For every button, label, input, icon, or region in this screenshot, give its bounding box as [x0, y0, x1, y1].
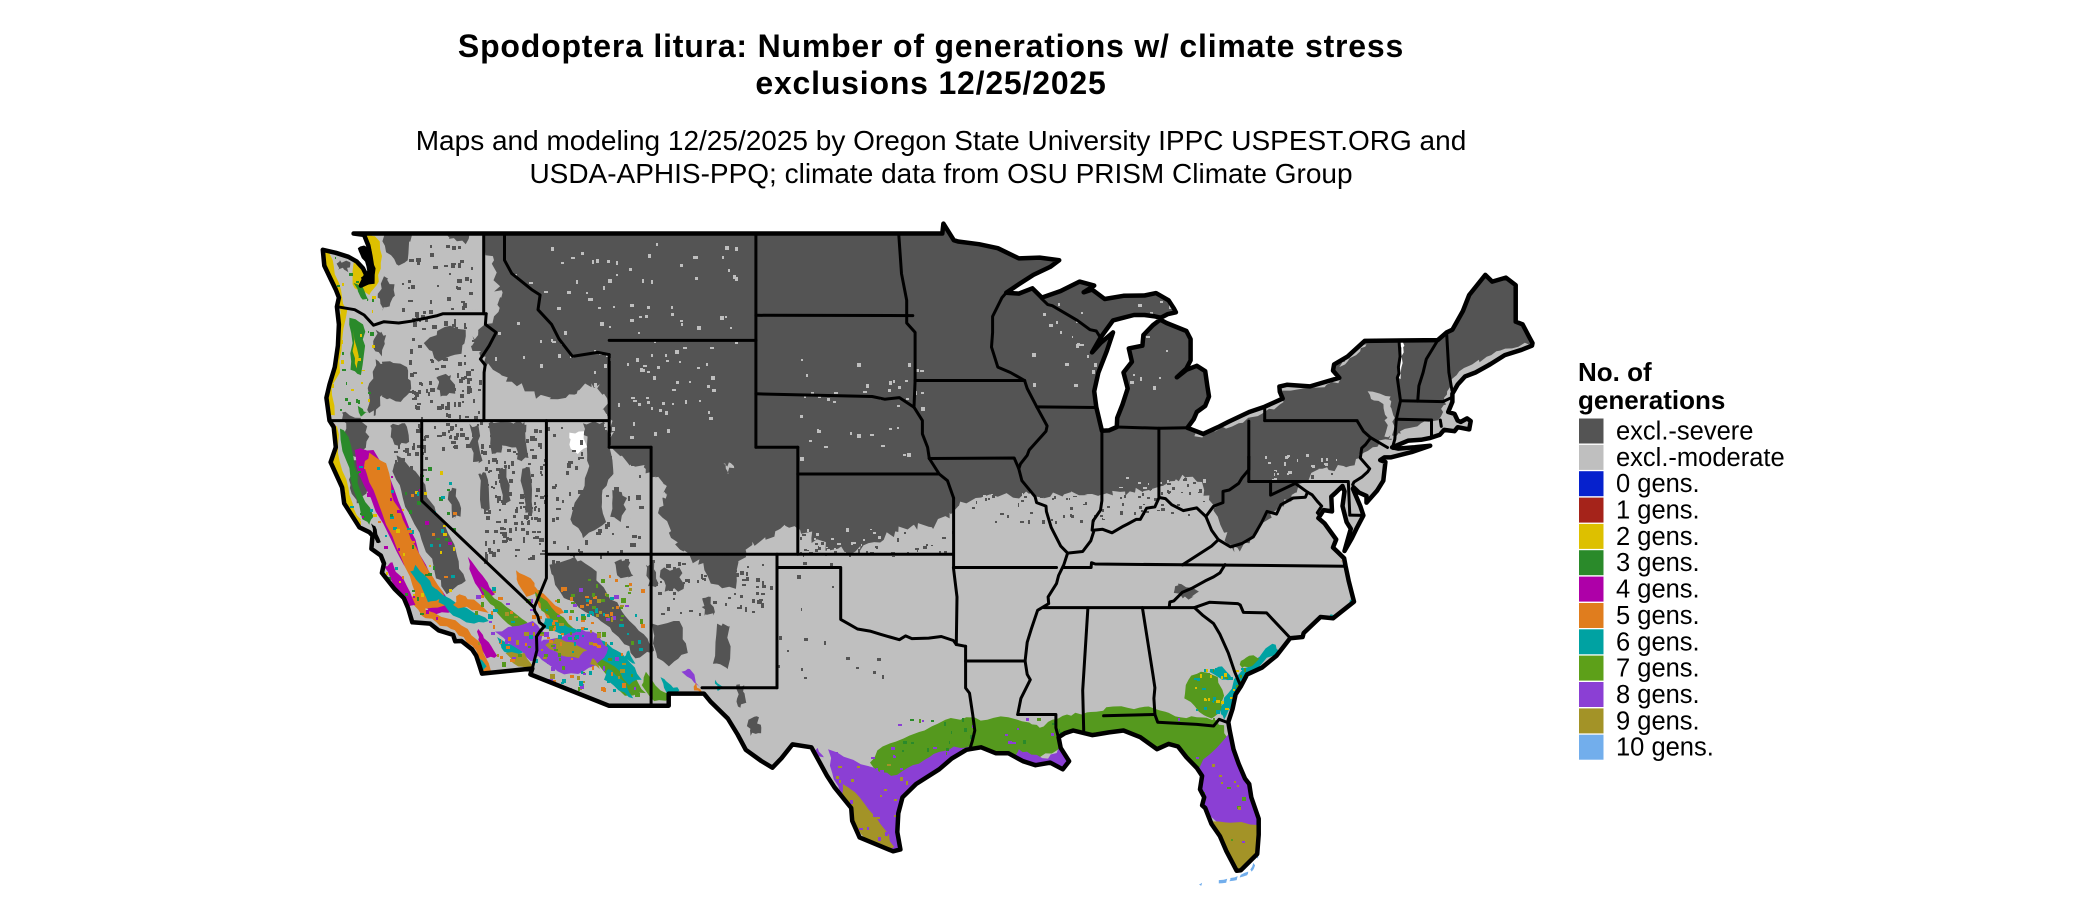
svg-text:5 gens.: 5 gens. [1616, 602, 1700, 630]
svg-text:9 gens.: 9 gens. [1616, 707, 1700, 735]
svg-text:2 gens.: 2 gens. [1616, 523, 1700, 551]
svg-text:USDA-APHIS-PPQ; climate data f: USDA-APHIS-PPQ; climate data from OSU PR… [529, 158, 1352, 189]
svg-text:4 gens.: 4 gens. [1616, 576, 1700, 604]
svg-text:No. of: No. of [1578, 357, 1652, 387]
svg-text:10 gens.: 10 gens. [1616, 734, 1714, 762]
svg-text:Spodoptera litura: Number of g: Spodoptera litura: Number of generations… [458, 28, 1404, 64]
svg-text:3 gens.: 3 gens. [1616, 549, 1700, 577]
svg-text:excl.-severe: excl.-severe [1616, 418, 1753, 446]
svg-text:8 gens.: 8 gens. [1616, 681, 1700, 709]
svg-text:7 gens.: 7 gens. [1616, 655, 1700, 683]
svg-text:0 gens.: 0 gens. [1616, 470, 1700, 498]
svg-text:generations: generations [1578, 385, 1725, 415]
svg-text:1 gens.: 1 gens. [1616, 497, 1700, 525]
svg-text:Maps and modeling 12/25/2025 b: Maps and modeling 12/25/2025 by Oregon S… [416, 125, 1467, 156]
svg-text:6 gens.: 6 gens. [1616, 628, 1700, 656]
svg-text:exclusions 12/25/2025: exclusions 12/25/2025 [755, 65, 1106, 101]
svg-text:excl.-moderate: excl.-moderate [1616, 444, 1785, 472]
